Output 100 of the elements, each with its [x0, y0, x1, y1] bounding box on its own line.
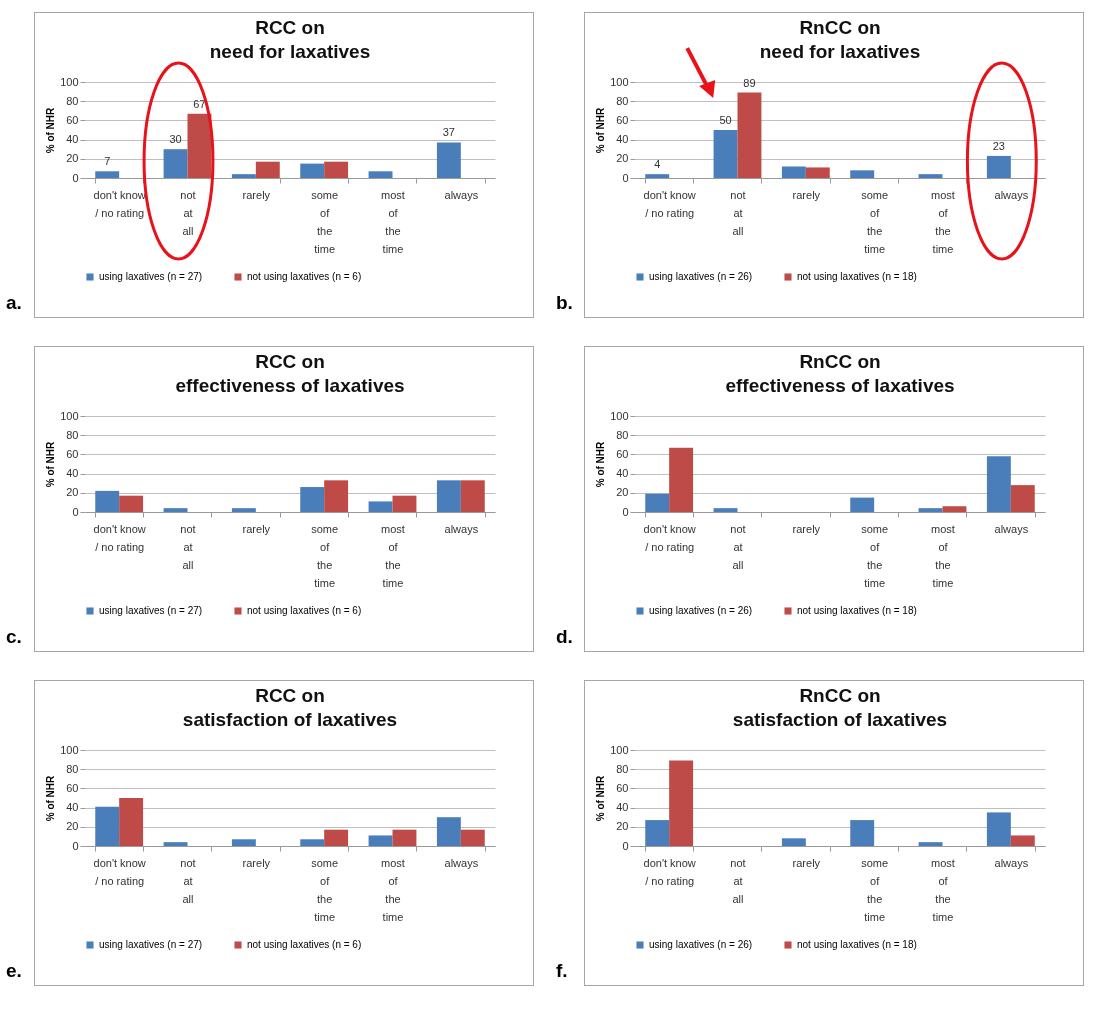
y-tick-label: 80	[616, 762, 629, 775]
y-tick-label: 60	[616, 447, 629, 460]
y-tick-label: 40	[66, 801, 79, 814]
bar	[231, 508, 256, 512]
x-tick-label: always	[444, 522, 479, 535]
data-label: 50	[719, 114, 732, 126]
bar	[368, 501, 393, 512]
bar	[231, 839, 256, 846]
y-tick-label: 0	[622, 505, 629, 518]
text: d.	[555, 626, 574, 649]
x-tick-label: rarely	[792, 856, 821, 869]
y-tick-label: 80	[616, 428, 629, 441]
bar	[850, 820, 875, 846]
x-tick-label: always	[444, 856, 479, 869]
x-tick-label: not at all	[730, 856, 746, 905]
x-tick-label: rarely	[792, 188, 821, 201]
bar	[255, 161, 280, 178]
y-tick-label: 100	[610, 743, 629, 756]
bar	[460, 480, 485, 512]
x-tick-label: most of the time	[381, 522, 405, 589]
x-tick-label: don't know / no rating	[643, 522, 696, 553]
legend-label: using laxatives (n = 26)	[649, 271, 753, 282]
y-tick-label: 20	[616, 820, 629, 833]
data-label: 67	[193, 97, 206, 110]
x-tick-label: don't know / no rating	[643, 856, 696, 887]
bar	[187, 113, 212, 178]
bar	[231, 174, 256, 178]
text: a.	[5, 292, 23, 315]
y-tick-label: 20	[66, 152, 79, 165]
bar	[368, 835, 393, 846]
y-tick-label: 40	[616, 801, 629, 814]
x-tick-label: most of the time	[931, 522, 955, 589]
bar	[918, 508, 943, 512]
bar	[95, 490, 120, 512]
y-axis-title: % of NHR	[45, 106, 57, 154]
y-tick-label: 0	[72, 505, 79, 518]
data-label: 4	[654, 158, 661, 171]
x-tick-label: always	[994, 188, 1029, 201]
bar	[737, 92, 762, 178]
x-tick-label: don't know / no rating	[93, 856, 146, 887]
y-tick-label: 60	[66, 447, 79, 460]
y-tick-label: 40	[616, 133, 629, 146]
x-tick-label: don't know / no rating	[93, 522, 146, 553]
y-axis-title: % of NHR	[595, 440, 607, 488]
x-tick-label: not at all	[180, 522, 196, 571]
x-tick-label: some of the time	[311, 522, 339, 589]
chart-title: RCC on satisfaction of laxatives	[182, 685, 398, 730]
chart-title: RnCC on need for laxatives	[759, 17, 921, 62]
bar	[986, 812, 1011, 846]
text: c.	[5, 626, 23, 649]
data-label: 30	[169, 133, 182, 146]
y-tick-label: 40	[66, 133, 79, 146]
data-label: 7	[104, 155, 111, 168]
bar	[1010, 485, 1035, 512]
bar	[436, 480, 461, 512]
bar	[918, 174, 943, 178]
x-tick-label: rarely	[242, 188, 271, 201]
data-label: 37	[442, 126, 455, 139]
bar	[163, 508, 188, 512]
x-tick-label: rarely	[242, 856, 271, 869]
x-tick-label: most of the time	[931, 188, 955, 255]
bar	[669, 760, 694, 846]
legend-label: not using laxatives (n = 18)	[797, 605, 917, 616]
y-tick-label: 60	[66, 781, 79, 794]
y-axis-title: % of NHR	[45, 774, 57, 822]
x-tick-label: most of the time	[381, 856, 405, 923]
y-tick-label: 20	[616, 486, 629, 499]
x-tick-label: not at all	[730, 522, 746, 571]
x-tick-label: most of the time	[381, 188, 405, 255]
bar	[850, 170, 875, 178]
x-tick-label: some of the time	[861, 188, 889, 255]
x-tick-label: not at all	[730, 188, 746, 237]
legend-label: using laxatives (n = 26)	[649, 939, 753, 950]
bar	[918, 842, 943, 846]
x-tick-label: always	[444, 188, 479, 201]
legend-label: using laxatives (n = 27)	[99, 271, 203, 282]
bar	[986, 456, 1011, 512]
y-tick-label: 60	[66, 113, 79, 126]
x-tick-label: most of the time	[931, 856, 955, 923]
y-tick-label: 80	[66, 762, 79, 775]
legend-label: not using laxatives (n = 18)	[797, 939, 917, 950]
x-tick-label: some of the time	[861, 522, 889, 589]
bar	[300, 487, 325, 512]
legend-label: using laxatives (n = 26)	[649, 605, 753, 616]
y-tick-label: 60	[616, 781, 629, 794]
bar	[781, 166, 806, 178]
y-axis-title: % of NHR	[595, 106, 607, 154]
bar	[436, 817, 461, 846]
chart-title: RCC on need for laxatives	[209, 17, 371, 62]
bar	[300, 839, 325, 846]
x-tick-label: some of the time	[861, 856, 889, 923]
x-tick-label: always	[994, 522, 1029, 535]
y-tick-label: 100	[610, 409, 629, 422]
y-tick-label: 100	[60, 743, 79, 756]
text: e.	[5, 960, 23, 983]
y-tick-label: 80	[66, 94, 79, 107]
legend-label: using laxatives (n = 27)	[99, 939, 203, 950]
y-tick-label: 0	[622, 171, 629, 184]
bar	[645, 820, 670, 846]
bar	[95, 806, 120, 846]
